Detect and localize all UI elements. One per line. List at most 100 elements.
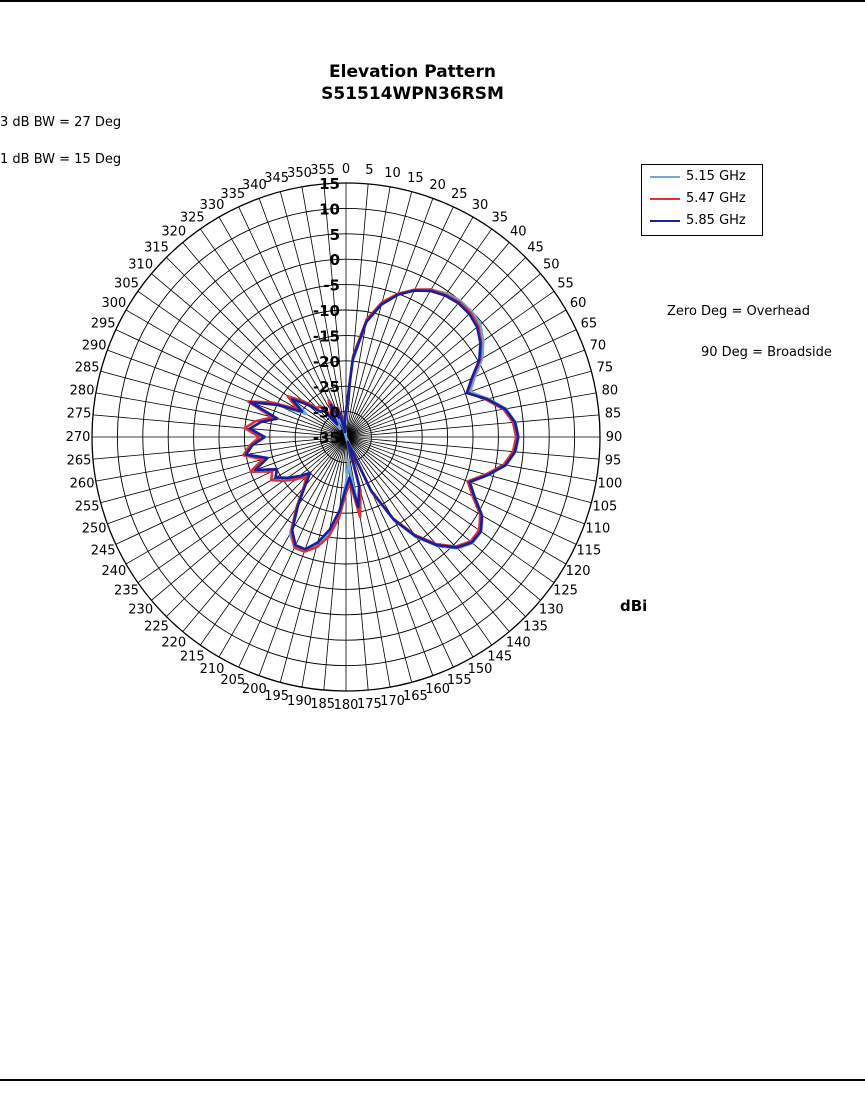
chart-title: Elevation Pattern <box>329 62 496 82</box>
bottom-rule <box>0 1079 865 1081</box>
angle-tick-label: 255 <box>75 499 100 514</box>
chart-subtitle: S51514WPN36RSM <box>321 84 504 104</box>
legend-swatch-5-47 <box>650 198 680 200</box>
radial-tick-label: -15 <box>313 327 340 345</box>
angle-tick-label: 100 <box>598 477 623 492</box>
grid-spoke <box>100 370 347 438</box>
angle-tick-label: 245 <box>91 543 116 558</box>
grid-spoke <box>345 198 434 438</box>
radial-tick-label: -35 <box>313 429 340 447</box>
grid-spoke <box>345 436 474 658</box>
radial-tick-label: 15 <box>319 175 340 193</box>
grid-spoke <box>279 191 347 438</box>
grid-spoke <box>125 309 347 438</box>
annotation-zero-deg: Zero Deg = Overhead <box>667 304 810 319</box>
grid-spoke <box>345 436 600 460</box>
grid-spoke <box>258 198 347 438</box>
grid-spoke <box>100 436 347 504</box>
angle-tick-label: 20 <box>429 178 446 193</box>
top-rule <box>0 0 865 2</box>
angle-tick-label: 90 <box>606 430 623 445</box>
grid-spoke <box>345 436 526 617</box>
grid-spoke <box>182 436 347 632</box>
legend-item-5-47: 5.47 GHz <box>648 189 760 209</box>
grid-spoke <box>345 436 391 688</box>
grid-spoke <box>95 392 347 438</box>
grid-spoke <box>345 186 391 438</box>
angle-tick-label: 5 <box>365 163 373 178</box>
angle-tick-label: 50 <box>543 258 560 273</box>
legend-swatch-5-85 <box>650 220 680 222</box>
grid-spoke <box>345 414 600 438</box>
grid-spoke <box>323 183 347 438</box>
angle-tick-label: 0 <box>342 162 350 177</box>
angle-tick-label: 70 <box>590 338 607 353</box>
angle-tick-label: 250 <box>82 522 107 537</box>
angle-tick-label: 170 <box>380 694 405 709</box>
angle-tick-label: 260 <box>70 477 95 492</box>
angle-tick-label: 235 <box>114 584 139 599</box>
grid-spoke <box>345 436 510 632</box>
angle-tick-label: 300 <box>101 296 126 311</box>
radial-tick-label: -10 <box>313 302 340 320</box>
grid-spoke <box>345 216 474 438</box>
angle-tick-label: 270 <box>66 430 91 445</box>
angle-tick-label: 85 <box>605 407 622 422</box>
grid-spoke <box>345 436 577 545</box>
grid-spoke <box>218 436 347 658</box>
y-axis-label: dBi <box>620 597 648 615</box>
series-line-0 <box>244 288 520 553</box>
radial-tick-labels: 15 10 5 0 -5 -10 -15 -20 -25 -30 -35 <box>313 175 340 447</box>
grid-spoke <box>107 436 347 525</box>
angle-tick-label: 160 <box>425 682 450 697</box>
angle-tick-label: 275 <box>67 407 92 422</box>
grid-spoke <box>345 183 369 438</box>
grid-spoke <box>345 329 577 438</box>
angle-tick-label: 105 <box>592 499 617 514</box>
grid-spoke <box>323 436 347 691</box>
angle-tick-label: 125 <box>553 584 578 599</box>
grid-spoke <box>151 273 347 438</box>
angle-tick-label: 295 <box>91 317 116 332</box>
series-line-2 <box>244 289 520 551</box>
radial-tick-label: 0 <box>330 251 340 269</box>
angle-tick-label: 55 <box>557 276 574 291</box>
angle-tick-label: 175 <box>357 697 382 712</box>
angle-tick-label: 15 <box>407 171 424 186</box>
angle-tick-labels: 0 5 10 15 2025303540455055606570758085909510… <box>66 162 623 713</box>
angle-tick-label: 320 <box>161 225 186 240</box>
annotation-90-deg: 90 Deg = Broadside <box>701 345 832 360</box>
angle-tick-label: 80 <box>602 383 619 398</box>
angle-tick-label: 120 <box>566 564 591 579</box>
grid-spoke <box>95 436 347 482</box>
angle-tick-label: 200 <box>242 682 267 697</box>
grid-spoke <box>345 436 567 565</box>
grid-spoke <box>199 228 347 438</box>
grid-spoke <box>345 242 510 438</box>
angle-tick-label: 75 <box>597 361 614 376</box>
grid-spoke <box>345 436 541 601</box>
grid-spoke <box>345 436 585 525</box>
grid-spoke <box>345 370 592 438</box>
angle-tick-label: 95 <box>605 453 622 468</box>
angle-tick-label: 225 <box>144 620 169 635</box>
grid-spoke <box>345 436 592 504</box>
grid-spoke <box>107 349 347 438</box>
angle-tick-label: 110 <box>585 522 610 537</box>
series-lines <box>242 288 520 553</box>
grid-spoke <box>238 206 347 438</box>
grid-spoke <box>345 309 567 438</box>
grid-spoke <box>279 436 347 683</box>
grid-spoke <box>238 436 347 668</box>
radial-tick-label: 5 <box>330 226 340 244</box>
angle-tick-label: 65 <box>581 317 598 332</box>
annotation-3db-bw: 3 dB BW = 27 Deg <box>0 115 122 130</box>
radial-tick-label: -30 <box>313 404 340 422</box>
grid-spoke <box>182 242 347 438</box>
legend-item-5-85: 5.85 GHz <box>648 211 760 231</box>
grid-spoke <box>199 436 347 646</box>
radial-tick-label: 10 <box>319 200 340 218</box>
angle-tick-label: 35 <box>491 210 508 225</box>
angle-tick-label: 355 <box>310 163 335 178</box>
angle-tick-label: 165 <box>403 689 428 704</box>
